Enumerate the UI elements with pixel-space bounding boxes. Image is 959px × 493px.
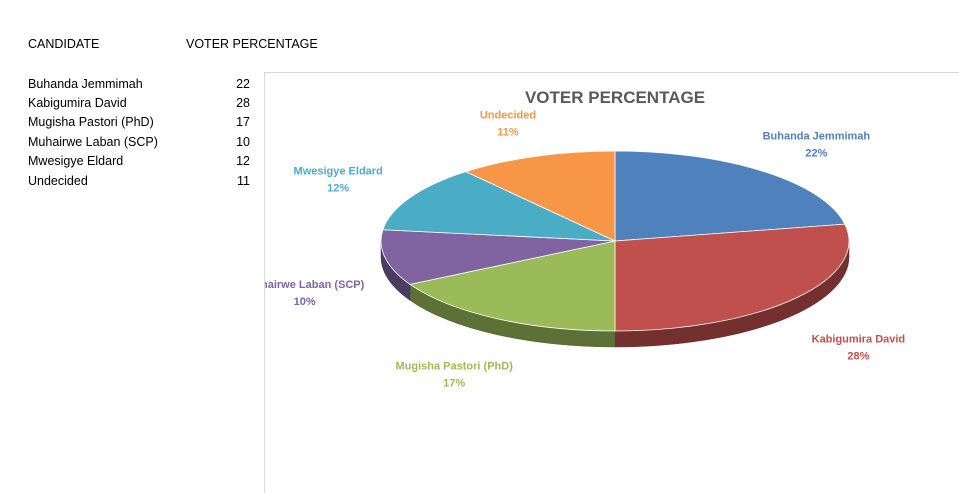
- candidate-value: 22: [236, 76, 250, 91]
- pie-slice[interactable]: [380, 229, 616, 285]
- candidate-name: Muhairwe Laban (SCP): [28, 134, 158, 149]
- chart-title: VOTER PERCENTAGE: [525, 88, 705, 107]
- slice-percent-label: 10%: [294, 296, 316, 308]
- candidate-value: 17: [236, 115, 250, 130]
- slice-label: Buhanda Jemmimah: [763, 130, 871, 142]
- slice-percent-label: 28%: [847, 350, 869, 362]
- chart-area[interactable]: VOTER PERCENTAGE Buhanda Jemmimah 22% Kabi…: [264, 72, 959, 493]
- table-row: Kabigumira David 28: [28, 93, 252, 112]
- table-row: Buhanda Jemmimah 22: [28, 74, 252, 93]
- pie-slice[interactable]: [464, 150, 616, 242]
- candidate-name: Buhanda Jemmimah: [28, 76, 143, 91]
- candidate-name: Kabigumira David: [28, 96, 127, 111]
- pie-slice[interactable]: [614, 223, 850, 332]
- pie-slice[interactable]: [614, 150, 846, 242]
- table-header-percentage: VOTER PERCENTAGE: [186, 37, 318, 51]
- candidate-name: Undecided: [28, 173, 88, 188]
- table-row: Mwesigye Eldard 12: [28, 152, 252, 171]
- pie-tops: [380, 150, 850, 332]
- pie-slice[interactable]: [382, 171, 616, 242]
- table-row: Mugisha Pastori (PhD) 17: [28, 113, 252, 132]
- candidate-value: 28: [236, 96, 250, 111]
- data-table: Buhanda Jemmimah 22 Kabigumira David 28 Mu…: [28, 74, 252, 190]
- slice-percent-label: 17%: [443, 378, 465, 390]
- slice-percent-label: 11%: [497, 127, 519, 139]
- slice-percent-label: 12%: [327, 182, 349, 194]
- slice-label: Mwesigye Eldard: [294, 165, 383, 177]
- candidate-value: 10: [236, 134, 250, 149]
- data-labels: Buhanda Jemmimah 22% Kabigumira David 28% Mu…: [265, 110, 905, 390]
- pie-chart: VOTER PERCENTAGE Buhanda Jemmimah 22% Kabi…: [265, 88, 905, 390]
- slice-label: Muhairwe Laban (SCP): [265, 279, 365, 291]
- table-row: Undecided 11: [28, 171, 252, 190]
- candidate-name: Mwesigye Eldard: [28, 154, 124, 169]
- table-row: Muhairwe Laban (SCP) 10: [28, 132, 252, 151]
- pie-slice[interactable]: [408, 240, 616, 332]
- candidate-value: 12: [236, 154, 250, 169]
- slice-label: Undecided: [480, 110, 536, 122]
- slice-label: Kabigumira David: [812, 333, 906, 345]
- table-header-candidate: CANDIDATE: [28, 37, 100, 51]
- candidate-name: Mugisha Pastori (PhD): [28, 115, 154, 130]
- slice-label: Mugisha Pastori (PhD): [396, 361, 514, 373]
- candidate-value: 11: [237, 173, 250, 188]
- slice-percent-label: 22%: [805, 147, 827, 159]
